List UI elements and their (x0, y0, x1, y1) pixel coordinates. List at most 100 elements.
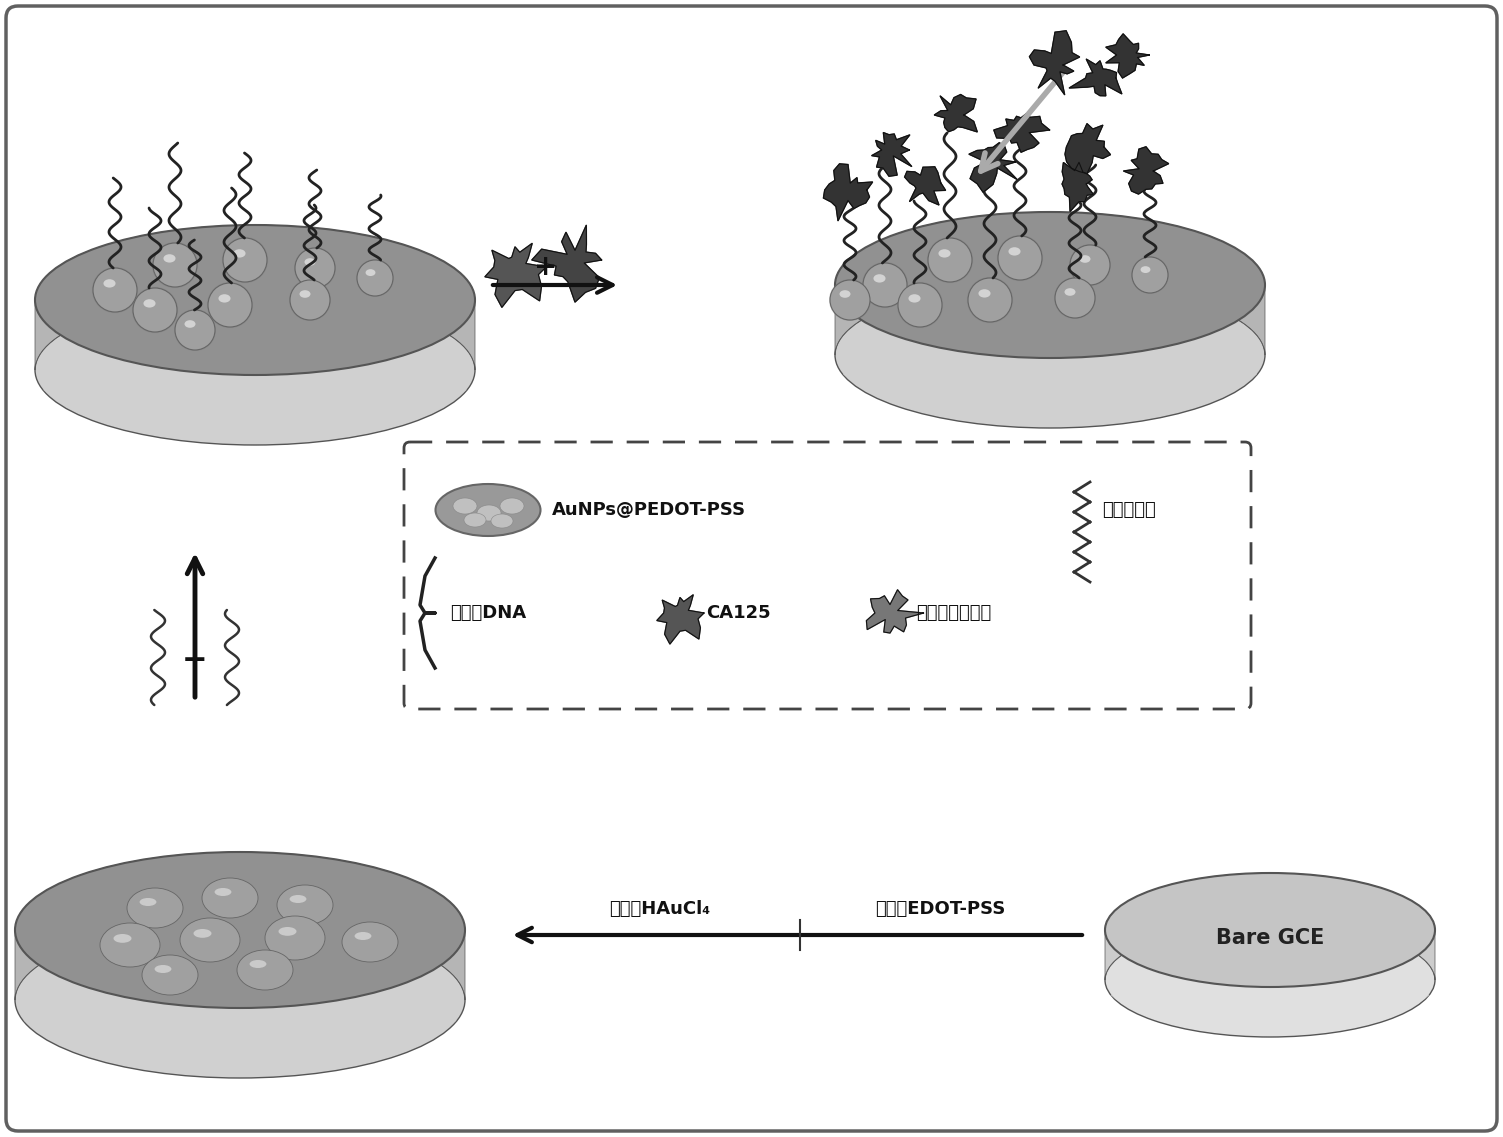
Ellipse shape (873, 274, 885, 283)
Text: 自组装多肽: 自组装多肽 (1102, 501, 1156, 518)
Circle shape (356, 259, 394, 297)
Polygon shape (1030, 31, 1079, 94)
Circle shape (222, 238, 268, 282)
Ellipse shape (277, 885, 334, 926)
Circle shape (830, 279, 872, 321)
Text: CA125: CA125 (706, 604, 771, 622)
Circle shape (207, 283, 253, 327)
Polygon shape (532, 225, 601, 302)
Ellipse shape (140, 898, 156, 906)
Ellipse shape (343, 922, 398, 962)
Ellipse shape (476, 505, 500, 521)
Circle shape (222, 236, 268, 283)
Ellipse shape (194, 929, 212, 938)
Polygon shape (1105, 873, 1435, 980)
Ellipse shape (500, 498, 525, 514)
Ellipse shape (908, 294, 920, 302)
FancyBboxPatch shape (6, 6, 1497, 1131)
Ellipse shape (201, 878, 259, 918)
Ellipse shape (464, 513, 485, 528)
Ellipse shape (15, 852, 464, 1009)
Circle shape (174, 309, 216, 351)
Ellipse shape (305, 258, 316, 266)
Ellipse shape (35, 294, 475, 445)
Circle shape (927, 238, 972, 282)
Ellipse shape (978, 289, 990, 298)
Circle shape (207, 282, 253, 329)
Circle shape (152, 242, 198, 288)
Circle shape (132, 288, 177, 332)
Circle shape (927, 236, 972, 283)
Ellipse shape (265, 916, 325, 960)
Ellipse shape (35, 225, 475, 375)
Circle shape (93, 268, 137, 312)
Circle shape (1054, 277, 1096, 319)
Ellipse shape (1064, 288, 1076, 296)
Ellipse shape (278, 927, 296, 936)
Ellipse shape (1105, 923, 1435, 1037)
Circle shape (295, 247, 337, 289)
Ellipse shape (185, 321, 195, 327)
Ellipse shape (237, 951, 293, 990)
Ellipse shape (114, 933, 131, 943)
Circle shape (1070, 244, 1111, 285)
Polygon shape (866, 590, 923, 633)
Text: +: + (534, 254, 558, 281)
Ellipse shape (218, 294, 230, 302)
Circle shape (92, 267, 138, 313)
Polygon shape (969, 143, 1018, 192)
Text: AuNPs@PEDOT-PSS: AuNPs@PEDOT-PSS (552, 501, 745, 518)
Ellipse shape (215, 888, 231, 896)
Circle shape (861, 262, 908, 308)
Ellipse shape (143, 299, 155, 308)
Ellipse shape (249, 960, 266, 968)
Ellipse shape (233, 249, 245, 258)
Ellipse shape (104, 280, 116, 288)
Polygon shape (824, 164, 873, 221)
Polygon shape (836, 211, 1266, 355)
Ellipse shape (290, 895, 307, 903)
Polygon shape (15, 852, 464, 1001)
Ellipse shape (299, 290, 311, 298)
Circle shape (1132, 256, 1169, 293)
Ellipse shape (141, 955, 198, 995)
Circle shape (153, 243, 197, 287)
Polygon shape (935, 94, 977, 132)
Text: Bare GCE: Bare GCE (1216, 928, 1324, 948)
Circle shape (968, 279, 1012, 322)
Ellipse shape (164, 255, 176, 263)
Circle shape (289, 279, 331, 321)
Circle shape (1055, 279, 1096, 318)
Polygon shape (657, 595, 703, 644)
Polygon shape (485, 243, 546, 307)
Circle shape (998, 236, 1042, 280)
Polygon shape (993, 114, 1049, 152)
Ellipse shape (836, 282, 1266, 428)
Polygon shape (1106, 34, 1150, 78)
Circle shape (1069, 244, 1111, 287)
Ellipse shape (938, 249, 950, 258)
Polygon shape (35, 225, 475, 370)
Polygon shape (1124, 147, 1169, 194)
Ellipse shape (1141, 266, 1150, 273)
Polygon shape (872, 133, 912, 176)
Ellipse shape (101, 923, 159, 966)
Ellipse shape (452, 498, 476, 514)
Ellipse shape (491, 514, 513, 528)
Circle shape (830, 280, 870, 319)
Text: +: + (182, 646, 207, 674)
Circle shape (966, 277, 1013, 323)
Circle shape (174, 310, 215, 350)
Ellipse shape (180, 918, 240, 962)
Ellipse shape (1009, 247, 1021, 256)
Polygon shape (1066, 124, 1111, 174)
Circle shape (1132, 257, 1168, 293)
Polygon shape (1069, 59, 1121, 96)
Ellipse shape (126, 888, 183, 928)
Text: 电沉积HAuCl₄: 电沉积HAuCl₄ (609, 901, 711, 918)
Circle shape (863, 263, 906, 307)
Circle shape (295, 248, 335, 288)
Text: 非特异性蛋白等: 非特异性蛋白等 (915, 604, 992, 622)
Ellipse shape (15, 922, 464, 1078)
Circle shape (290, 280, 331, 319)
